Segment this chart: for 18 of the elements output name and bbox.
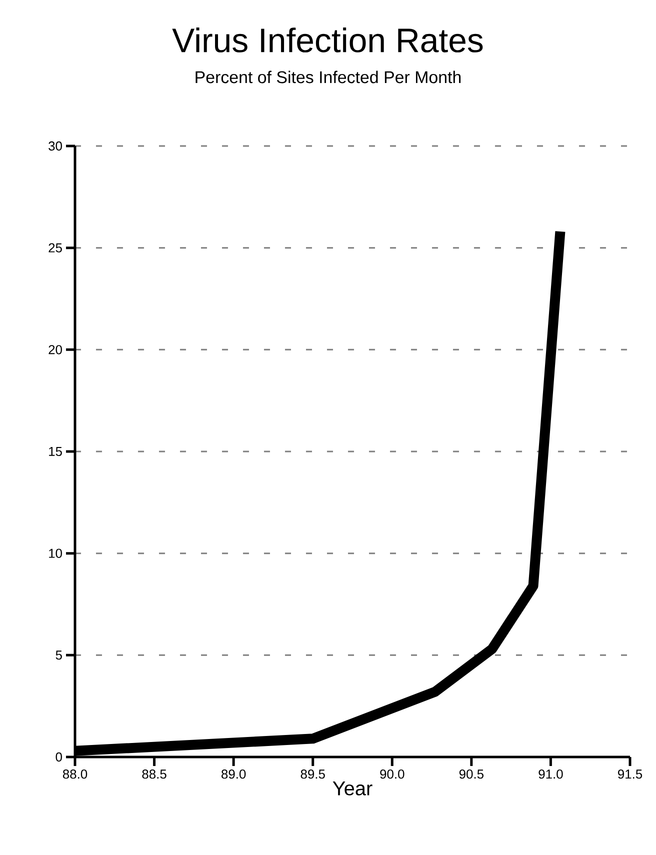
x-tick-label: 90.0 — [380, 770, 404, 779]
x-tick-label: 89.5 — [300, 770, 325, 779]
y-tick-label: 30 — [48, 141, 62, 151]
chart-subtitle: Percent of Sites Infected Per Month — [196, 70, 461, 84]
x-tick-label: 91.0 — [538, 770, 563, 779]
y-tick-label: 0 — [56, 752, 62, 762]
x-tick-label: 88.0 — [62, 770, 88, 779]
y-tick-label: 25 — [48, 243, 62, 252]
x-tick-label: 90.5 — [459, 770, 484, 779]
x-axis-title: Year — [332, 782, 372, 796]
x-tick-label: 91.5 — [618, 770, 642, 779]
y-tick-label: 10 — [49, 548, 62, 558]
x-tick-label: 88.5 — [142, 770, 166, 779]
y-tick-label: 15 — [49, 446, 62, 456]
y-tick-label: 20 — [48, 345, 62, 354]
x-tick-label: 89.0 — [222, 770, 246, 779]
chart-title: Virus Infection Rates — [172, 28, 483, 52]
y-tick-label: 5 — [56, 650, 62, 660]
